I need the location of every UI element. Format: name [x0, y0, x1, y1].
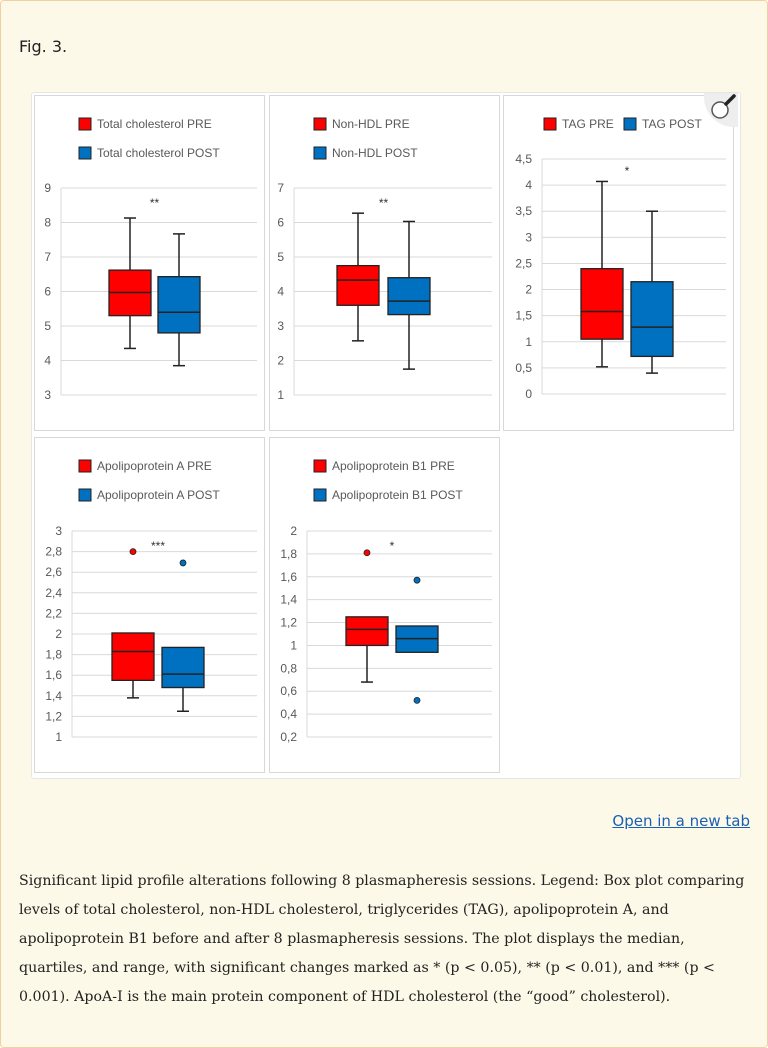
y-tick-label: 1,5: [515, 309, 532, 323]
magnifier-icon: [711, 94, 736, 119]
y-tick-label: 4: [525, 178, 532, 192]
legend-label: Apolipoprotein B1 POST: [332, 488, 463, 502]
y-tick-label: 1: [277, 388, 284, 402]
legend-label: Total cholesterol PRE: [97, 117, 212, 131]
y-tick-label: 6: [44, 285, 51, 299]
y-tick-label: 0,2: [280, 730, 297, 744]
y-tick-label: 3: [55, 524, 62, 538]
y-tick-label: 2: [277, 354, 284, 368]
y-tick-label: 1,6: [280, 570, 297, 584]
y-tick-label: 3: [525, 230, 532, 244]
zoom-button[interactable]: [704, 93, 738, 127]
y-tick-label: 2: [525, 283, 532, 297]
box: [161, 646, 205, 689]
outlier-point: [179, 559, 187, 567]
y-tick-label: 4: [44, 354, 51, 368]
chart-panel: Apolipoprotein A PRE Apolipoprotein A POS…: [34, 437, 265, 773]
box-plot: Apolipoprotein B1 PRE Apolipoprotein B1 P…: [280, 459, 492, 744]
legend-swatch: [313, 117, 327, 131]
box: [345, 616, 389, 647]
legend-swatch: [313, 459, 327, 473]
open-in-new-tab-link[interactable]: Open in a new tab: [612, 812, 750, 830]
y-tick-label: 7: [277, 181, 284, 195]
y-tick-label: 5: [44, 319, 51, 333]
y-tick-label: 2,2: [45, 606, 62, 620]
box: [387, 277, 431, 316]
y-tick-label: 1,8: [280, 547, 297, 561]
y-tick-label: 2,8: [45, 545, 62, 559]
legend-swatch: [543, 117, 557, 131]
y-tick-label: 1,4: [45, 689, 62, 703]
box: [157, 276, 201, 334]
y-tick-label: 3: [44, 388, 51, 402]
y-tick-label: 5: [277, 250, 284, 264]
chart-panel: Apolipoprotein B1 PRE Apolipoprotein B1 P…: [269, 437, 500, 773]
chart-panel: Non-HDL PRE Non-HDL POST 1 2 3 4 5 6 7 **: [269, 95, 500, 431]
y-tick-label: 2,6: [45, 565, 62, 579]
significance-marker: *: [625, 164, 630, 178]
box-plot: Apolipoprotein A PRE Apolipoprotein A POS…: [45, 459, 257, 744]
legend-swatch: [623, 117, 637, 131]
figure-caption: Significant lipid profile alterations fo…: [19, 873, 745, 1005]
y-tick-label: 3: [277, 319, 284, 333]
box-plot: Non-HDL PRE Non-HDL POST 1 2 3 4 5 6 7 **: [277, 117, 492, 402]
chart-panel: TAG PRE TAG POST 0 0,5 1 1,5 2 2,5 3 3,5 4 4,5 *: [503, 95, 734, 431]
y-tick-label: 4,5: [515, 152, 532, 166]
legend-label: Non-HDL POST: [332, 146, 418, 160]
legend-label: TAG POST: [642, 117, 702, 131]
y-tick-label: 1: [290, 638, 297, 652]
y-tick-label: 2,4: [45, 586, 62, 600]
y-tick-label: 1,8: [45, 648, 62, 662]
legend-swatch: [78, 146, 92, 160]
chart-panel: Total cholesterol PRE Total cholesterol P…: [34, 95, 265, 431]
y-tick-label: 6: [277, 216, 284, 230]
y-tick-label: 1,2: [45, 709, 62, 723]
box: [111, 632, 155, 682]
legend-swatch: [313, 146, 327, 160]
box: [580, 268, 624, 340]
y-tick-label: 2: [290, 524, 297, 538]
outlier-point: [129, 548, 137, 555]
legend-label: TAG PRE: [562, 117, 614, 131]
significance-marker: **: [150, 196, 160, 210]
y-tick-label: 0: [525, 387, 532, 401]
figure-label: Fig. 3.: [19, 37, 68, 56]
y-tick-label: 4: [277, 285, 284, 299]
legend-swatch: [78, 459, 92, 473]
box: [336, 264, 380, 306]
box-plot: Total cholesterol PRE Total cholesterol P…: [44, 117, 257, 402]
y-tick-label: 1,4: [280, 593, 297, 607]
outlier-point: [413, 576, 421, 584]
legend-swatch: [78, 117, 92, 131]
y-tick-label: 0,4: [280, 707, 297, 721]
legend-label: Total cholesterol POST: [97, 146, 220, 160]
legend-label: Apolipoprotein A POST: [97, 488, 220, 502]
legend-label: Apolipoprotein B1 PRE: [332, 459, 455, 473]
y-tick-label: 2: [55, 627, 62, 641]
y-tick-label: 1: [55, 730, 62, 744]
outlier-point: [413, 696, 421, 704]
y-tick-label: 7: [44, 250, 51, 264]
y-tick-label: 0,6: [280, 684, 297, 698]
y-tick-label: 1,6: [45, 668, 62, 682]
y-tick-label: 2,5: [515, 256, 532, 270]
box: [630, 281, 674, 358]
outlier-point: [363, 549, 371, 557]
y-tick-label: 1,2: [280, 616, 297, 630]
significance-marker: *: [390, 539, 395, 553]
y-tick-label: 0,8: [280, 661, 297, 675]
y-tick-label: 8: [44, 216, 51, 230]
legend-swatch: [313, 488, 327, 502]
y-tick-label: 9: [44, 181, 51, 195]
legend-label: Non-HDL PRE: [332, 117, 410, 131]
y-tick-label: 1: [525, 335, 532, 349]
y-tick-label: 0,5: [515, 361, 532, 375]
legend-swatch: [78, 488, 92, 502]
significance-marker: **: [379, 196, 389, 210]
legend-label: Apolipoprotein A PRE: [97, 459, 212, 473]
significance-marker: ***: [151, 539, 165, 553]
box-plot: TAG PRE TAG POST 0 0,5 1 1,5 2 2,5 3 3,5 4 4,5 *: [515, 117, 726, 401]
y-tick-label: 3,5: [515, 204, 532, 218]
